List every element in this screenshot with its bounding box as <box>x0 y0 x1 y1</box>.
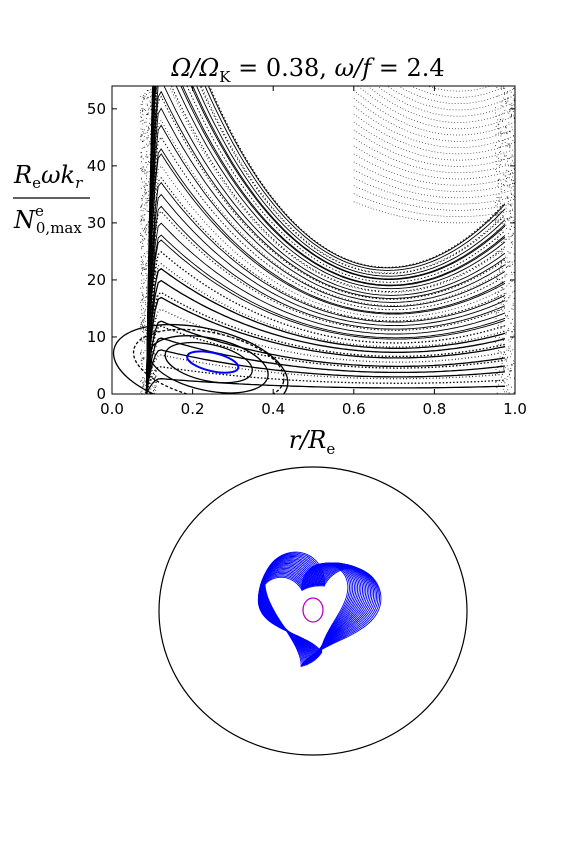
poincare-curve <box>145 86 506 394</box>
poincare-curve <box>145 86 506 394</box>
poincare-curve <box>145 86 506 394</box>
upper-right-family <box>353 121 515 161</box>
poincare-curve <box>145 86 506 394</box>
poincare-curve <box>145 279 506 394</box>
poincare-curve <box>145 205 506 394</box>
poincare-curve <box>145 86 506 394</box>
title-eq1: = 0.38, <box>230 54 334 82</box>
upper-right-family <box>353 193 515 217</box>
poincare-curve <box>145 267 506 394</box>
poincare-curve <box>145 95 506 394</box>
upper-right-family <box>353 129 515 167</box>
poincare-curve <box>145 86 506 394</box>
poincare-curve <box>145 86 506 394</box>
upper-right-family <box>353 185 515 211</box>
poincare-curve <box>145 291 506 394</box>
poincare-curve <box>145 153 506 394</box>
y-tick-label: 30 <box>87 214 106 232</box>
y-tick-label: 10 <box>87 328 106 346</box>
chart-title: Ω/ΩK = 0.38, ω/f = 2.4 <box>170 54 444 86</box>
title-eq2: = 2.4 <box>371 54 445 82</box>
x-tick-label: 0.8 <box>422 400 446 418</box>
axes-frame <box>111 85 516 395</box>
ray-path-bundle <box>257 551 382 668</box>
y-tick-label: 0 <box>96 385 106 403</box>
highlighted-orbit <box>186 350 240 374</box>
upper-right-family <box>353 97 515 142</box>
x-axis-ticks: 0.0 0.2 0.4 0.6 0.8 1.0 <box>100 86 527 418</box>
x-tick-label: 0.0 <box>100 400 124 418</box>
poincare-curve <box>145 337 505 394</box>
poincare-curve <box>145 234 506 394</box>
upper-right-family <box>357 86 515 130</box>
poincare-curve <box>145 86 506 394</box>
title-sub: K <box>219 68 231 86</box>
poincare-curve <box>145 90 506 394</box>
plot-area <box>112 86 515 394</box>
upper-right-family <box>353 137 515 174</box>
island-curve <box>132 328 285 394</box>
poincare-curve <box>145 366 505 394</box>
poincare-curve <box>145 107 506 394</box>
upper-right-family <box>366 86 515 123</box>
poincare-curve <box>145 148 506 394</box>
poincare-curve <box>145 296 506 394</box>
poincare-curve <box>145 251 506 394</box>
y-axis-ticks: 0 10 20 30 40 50 <box>87 100 515 403</box>
poincare-curve <box>145 176 506 394</box>
upper-right-family <box>353 161 515 192</box>
poincare-curve <box>145 181 506 394</box>
island-curve <box>112 323 289 394</box>
cavity-diagram <box>158 466 468 756</box>
upper-right-family <box>353 201 515 224</box>
svg-text:Reωkr: Reωkr <box>13 161 83 192</box>
poincare-curve <box>145 86 506 394</box>
poincare-curve <box>145 354 505 394</box>
poincare-curve <box>145 86 506 394</box>
title-omegaf: ω/f <box>335 54 376 82</box>
poincare-curve <box>145 86 506 394</box>
poincare-curve <box>145 222 506 394</box>
x-tick-label: 0.4 <box>261 400 285 418</box>
upper-right-family <box>353 105 515 148</box>
poincare-curve <box>145 193 506 394</box>
upper-right-family <box>353 145 515 180</box>
upper-right-family <box>353 153 515 186</box>
poincare-curve <box>145 165 506 394</box>
poincare-curve <box>145 86 506 394</box>
upper-right-family <box>353 177 515 205</box>
y-tick-label: 50 <box>87 100 106 118</box>
island-curve <box>148 335 269 394</box>
inner-circle <box>302 597 324 623</box>
upper-right-family <box>353 89 515 136</box>
cavity-boundary <box>158 466 468 756</box>
poincare-curve <box>145 349 505 394</box>
title-omega: Ω/Ω <box>170 54 219 82</box>
poincare-curve <box>145 378 505 394</box>
y-tick-label: 40 <box>87 157 106 175</box>
poincare-curve <box>145 239 506 394</box>
poincare-curve <box>145 86 506 394</box>
svg-text:Ne0,max: Ne 0,max <box>13 202 82 237</box>
x-tick-label: 0.2 <box>181 400 205 418</box>
island-curve <box>164 341 253 384</box>
x-tick-label: 0.6 <box>342 400 366 418</box>
x-axis-label: r/Re <box>289 426 336 458</box>
poincare-curve <box>145 124 506 394</box>
x-tick-label: 1.0 <box>503 400 527 418</box>
y-tick-label: 20 <box>87 271 106 289</box>
y-axis-label: Reωkr Ne 0,max <box>13 161 90 237</box>
poincare-curve <box>145 136 506 394</box>
ray-path <box>264 551 382 668</box>
upper-right-family <box>397 86 515 105</box>
poincare-curve <box>145 86 506 394</box>
